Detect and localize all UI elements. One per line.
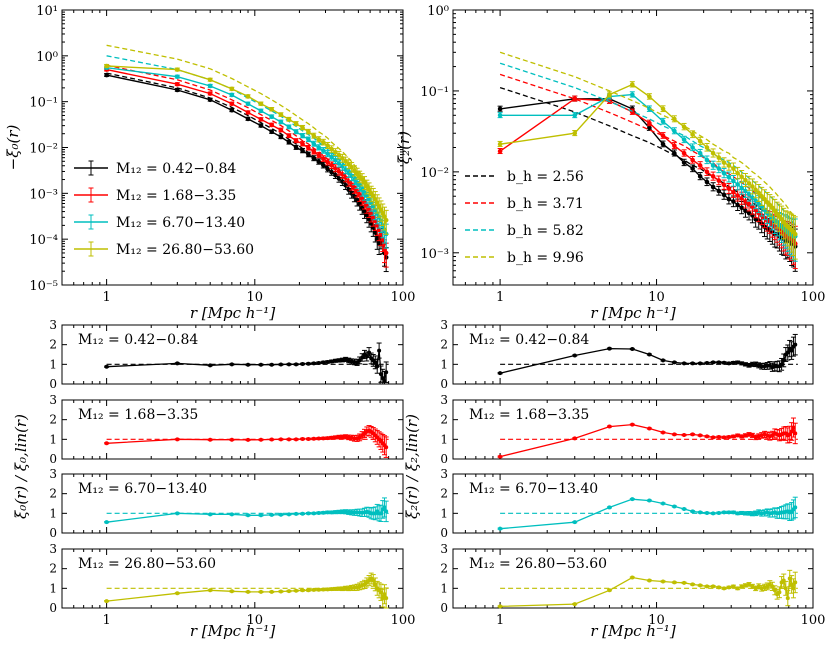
y-tick-label: 3 bbox=[440, 393, 448, 407]
y-tick-label: 3 bbox=[49, 542, 57, 556]
y-tick-label: 0 bbox=[49, 601, 57, 615]
y-tick-label: 0 bbox=[49, 452, 57, 466]
ratio-panel-frame bbox=[61, 548, 404, 609]
y-tick-label: 3 bbox=[49, 393, 57, 407]
ratio-panel-frame bbox=[61, 473, 404, 534]
data-line bbox=[106, 67, 387, 235]
panel-label: M₁₂ = 26.80−53.60 bbox=[469, 556, 607, 572]
y-tick-label: 1 bbox=[440, 357, 448, 371]
series-cyan bbox=[104, 55, 389, 237]
panel-label: M₁₂ = 1.68−3.35 bbox=[469, 407, 589, 423]
x-tick-label: 100 bbox=[391, 290, 416, 305]
x-tick-label: 1 bbox=[496, 613, 504, 628]
y-tick-label: 3 bbox=[49, 467, 57, 481]
y-tick-label: 3 bbox=[440, 467, 448, 481]
y-axis-label: −ξ₀(r) bbox=[4, 124, 22, 170]
legend-label: b_h = 5.82 bbox=[507, 223, 584, 239]
legend-label: M₁₂ = 26.80−53.60 bbox=[116, 242, 254, 258]
model-line bbox=[499, 51, 796, 219]
x-tick-label: 1 bbox=[102, 290, 110, 305]
y-tick-label: 10⁻⁴ bbox=[29, 233, 58, 248]
y-tick-label: 1 bbox=[440, 506, 448, 520]
ratio-panel-frame bbox=[61, 399, 404, 460]
y-tick-label: 1 bbox=[49, 581, 57, 595]
x-tick-label: 1 bbox=[102, 613, 110, 628]
x-tick-label: 10 bbox=[247, 290, 264, 305]
legend-label: M₁₂ = 0.42−0.84 bbox=[116, 161, 236, 177]
panel-label: M₁₂ = 0.42−0.84 bbox=[469, 332, 589, 348]
y-tick-label: 10⁻¹ bbox=[420, 85, 449, 100]
y-tick-label: 10⁻⁵ bbox=[29, 279, 58, 294]
x-tick-label: 1 bbox=[496, 290, 504, 305]
y-tick-label: 0 bbox=[440, 526, 448, 540]
y-tick-label: 2 bbox=[49, 562, 57, 576]
panel-label: M₁₂ = 0.42−0.84 bbox=[78, 332, 198, 348]
x-tick-label: 10 bbox=[648, 613, 665, 628]
y-tick-label: 1 bbox=[440, 581, 448, 595]
ratio-panel-frame bbox=[452, 473, 814, 534]
y-tick-label: 10⁻¹ bbox=[29, 96, 58, 111]
model-line bbox=[106, 55, 387, 236]
legend-label: M₁₂ = 1.68−3.35 bbox=[116, 188, 236, 204]
legend-label: b_h = 2.56 bbox=[507, 169, 584, 185]
y-tick-label: 3 bbox=[440, 318, 448, 332]
y-tick-label: 2 bbox=[440, 338, 448, 352]
y-tick-label: 10⁻² bbox=[420, 166, 449, 181]
ratio-panel-frame bbox=[452, 548, 814, 609]
panel-label: M₁₂ = 6.70−13.40 bbox=[469, 481, 598, 497]
y-tick-label: 2 bbox=[49, 338, 57, 352]
series-olive bbox=[497, 51, 798, 237]
ratio-panel-frame bbox=[452, 399, 814, 460]
legend-label: b_h = 9.96 bbox=[507, 250, 584, 266]
y-tick-label: 10¹ bbox=[36, 4, 58, 19]
y-tick-label: 0 bbox=[440, 601, 448, 615]
y-tick-label: 1 bbox=[49, 432, 57, 446]
x-axis-label: r [Mpc h⁻¹] bbox=[590, 622, 676, 640]
y-tick-label: 10⁰ bbox=[36, 50, 58, 65]
y-tick-label: 0 bbox=[440, 452, 448, 466]
y-tick-label: 0 bbox=[440, 377, 448, 391]
y-tick-label: 2 bbox=[440, 413, 448, 427]
y-tick-label: 0 bbox=[49, 377, 57, 391]
y-tick-label: 2 bbox=[49, 487, 57, 501]
y-tick-label: 10⁰ bbox=[427, 4, 449, 19]
y-axis-label: ξ₂(r) / ξ₂,lin(r) bbox=[403, 414, 421, 519]
panel-label: M₁₂ = 6.70−13.40 bbox=[78, 481, 207, 497]
legend-label: M₁₂ = 6.70−13.40 bbox=[116, 215, 245, 231]
ratio-series-olive bbox=[498, 575, 798, 609]
y-tick-label: 3 bbox=[49, 318, 57, 332]
x-axis-label: r [Mpc h⁻¹] bbox=[190, 304, 276, 322]
y-axis-label: ξ₀(r) / ξ₀,lin(r) bbox=[12, 414, 30, 519]
model-line bbox=[106, 44, 387, 225]
y-tick-label: 2 bbox=[49, 413, 57, 427]
y-tick-label: 10⁻² bbox=[29, 142, 58, 157]
y-axis-label: ξ₂(r) bbox=[395, 131, 413, 164]
x-tick-label: 100 bbox=[391, 613, 416, 628]
y-tick-label: 2 bbox=[440, 562, 448, 576]
legend-label: b_h = 3.71 bbox=[507, 196, 584, 212]
x-tick-label: 100 bbox=[801, 290, 826, 305]
plot-frame bbox=[452, 9, 814, 286]
y-tick-label: 1 bbox=[49, 357, 57, 371]
ratio-line bbox=[499, 344, 796, 374]
y-tick-label: 2 bbox=[440, 487, 448, 501]
y-tick-label: 10⁻³ bbox=[29, 187, 58, 202]
y-tick-label: 1 bbox=[440, 432, 448, 446]
x-axis-label: r [Mpc h⁻¹] bbox=[190, 622, 276, 640]
panel-label: M₁₂ = 1.68−3.35 bbox=[78, 407, 198, 423]
model-line bbox=[106, 64, 387, 247]
x-tick-label: 100 bbox=[801, 613, 826, 628]
y-tick-label: 10⁻³ bbox=[420, 247, 449, 262]
ratio-panel-frame bbox=[452, 324, 814, 385]
ratio-panel-frame bbox=[61, 324, 404, 385]
x-tick-label: 10 bbox=[648, 290, 665, 305]
y-tick-label: 0 bbox=[49, 526, 57, 540]
ratio-line bbox=[500, 576, 796, 608]
y-tick-label: 1 bbox=[49, 506, 57, 520]
x-axis-label: r [Mpc h⁻¹] bbox=[590, 304, 676, 322]
x-tick-label: 10 bbox=[247, 613, 264, 628]
panel-label: M₁₂ = 26.80−53.60 bbox=[78, 556, 216, 572]
y-tick-label: 3 bbox=[440, 542, 448, 556]
